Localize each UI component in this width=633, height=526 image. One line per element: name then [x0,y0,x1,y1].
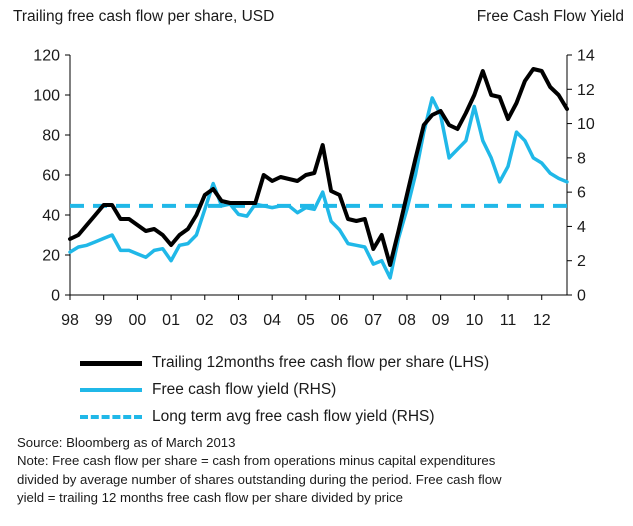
left-tick-label: 100 [33,88,60,105]
left-tick-label: 60 [42,168,60,185]
x-tick-label: 01 [162,312,180,329]
left-axis-title: Trailing free cash flow per share, USD [13,8,275,25]
x-tick-label: 06 [331,312,349,329]
right-tick-label: 10 [577,116,595,133]
legend-swatch-black-line [80,360,142,366]
x-tick-label: 07 [364,312,382,329]
x-tick-label: 03 [230,312,248,329]
right-tick-label: 6 [577,185,586,202]
x-tick-label: 09 [432,312,450,329]
right-axis-title: Free Cash Flow Yield [476,8,624,25]
x-tick-label: 12 [533,312,551,329]
left-tick-label: 0 [51,288,60,305]
right-tick-label: 0 [577,288,586,305]
right-tick-label: 8 [577,150,586,167]
right-tick-label: 2 [577,253,586,270]
x-tick-label: 02 [196,312,214,329]
legend-label: Trailing 12months free cash flow per sha… [152,354,490,371]
x-tick-label: 98 [61,312,79,329]
legend-item-long-term-avg: Long term avg free cash flow yield (RHS) [80,406,435,428]
x-tick-label: 05 [297,312,315,329]
left-tick-label: 120 [33,48,60,65]
x-tick-label: 10 [465,312,483,329]
source-note: Source: Bloomberg as of March 2013 [17,435,236,450]
x-tick-label: 99 [95,312,113,329]
x-tick-label: 11 [500,312,517,329]
x-tick-label: 00 [128,312,146,329]
series-line-fcf-yield [68,96,569,280]
right-tick-label: 12 [577,82,595,99]
x-tick-label: 08 [398,312,416,329]
definition-note-line: Note: Free cash flow per share = cash fr… [17,453,496,469]
right-tick-label: 14 [577,48,595,65]
legend-item-fcf-per-share: Trailing 12months free cash flow per sha… [80,352,489,374]
legend-swatch-blue-line [80,388,142,392]
x-tick-label: 04 [263,312,281,329]
definition-note-line: divided by average number of shares outs… [17,471,502,487]
legend-label: Long term avg free cash flow yield (RHS) [152,408,435,425]
left-tick-label: 40 [42,208,60,225]
right-tick-label: 4 [577,219,586,236]
footnotes: Source: Bloomberg as of March 2013 Note:… [17,434,627,507]
left-tick-label: 20 [42,248,60,265]
definition-note-line: yield = trailing 12 months free cash flo… [17,489,403,505]
left-tick-label: 80 [42,128,60,145]
series-line-fcf-per-share [68,67,569,267]
legend-swatch-dashed-line [80,415,142,419]
legend-item-fcf-yield: Free cash flow yield (RHS) [80,379,336,401]
legend-label: Free cash flow yield (RHS) [152,381,337,398]
